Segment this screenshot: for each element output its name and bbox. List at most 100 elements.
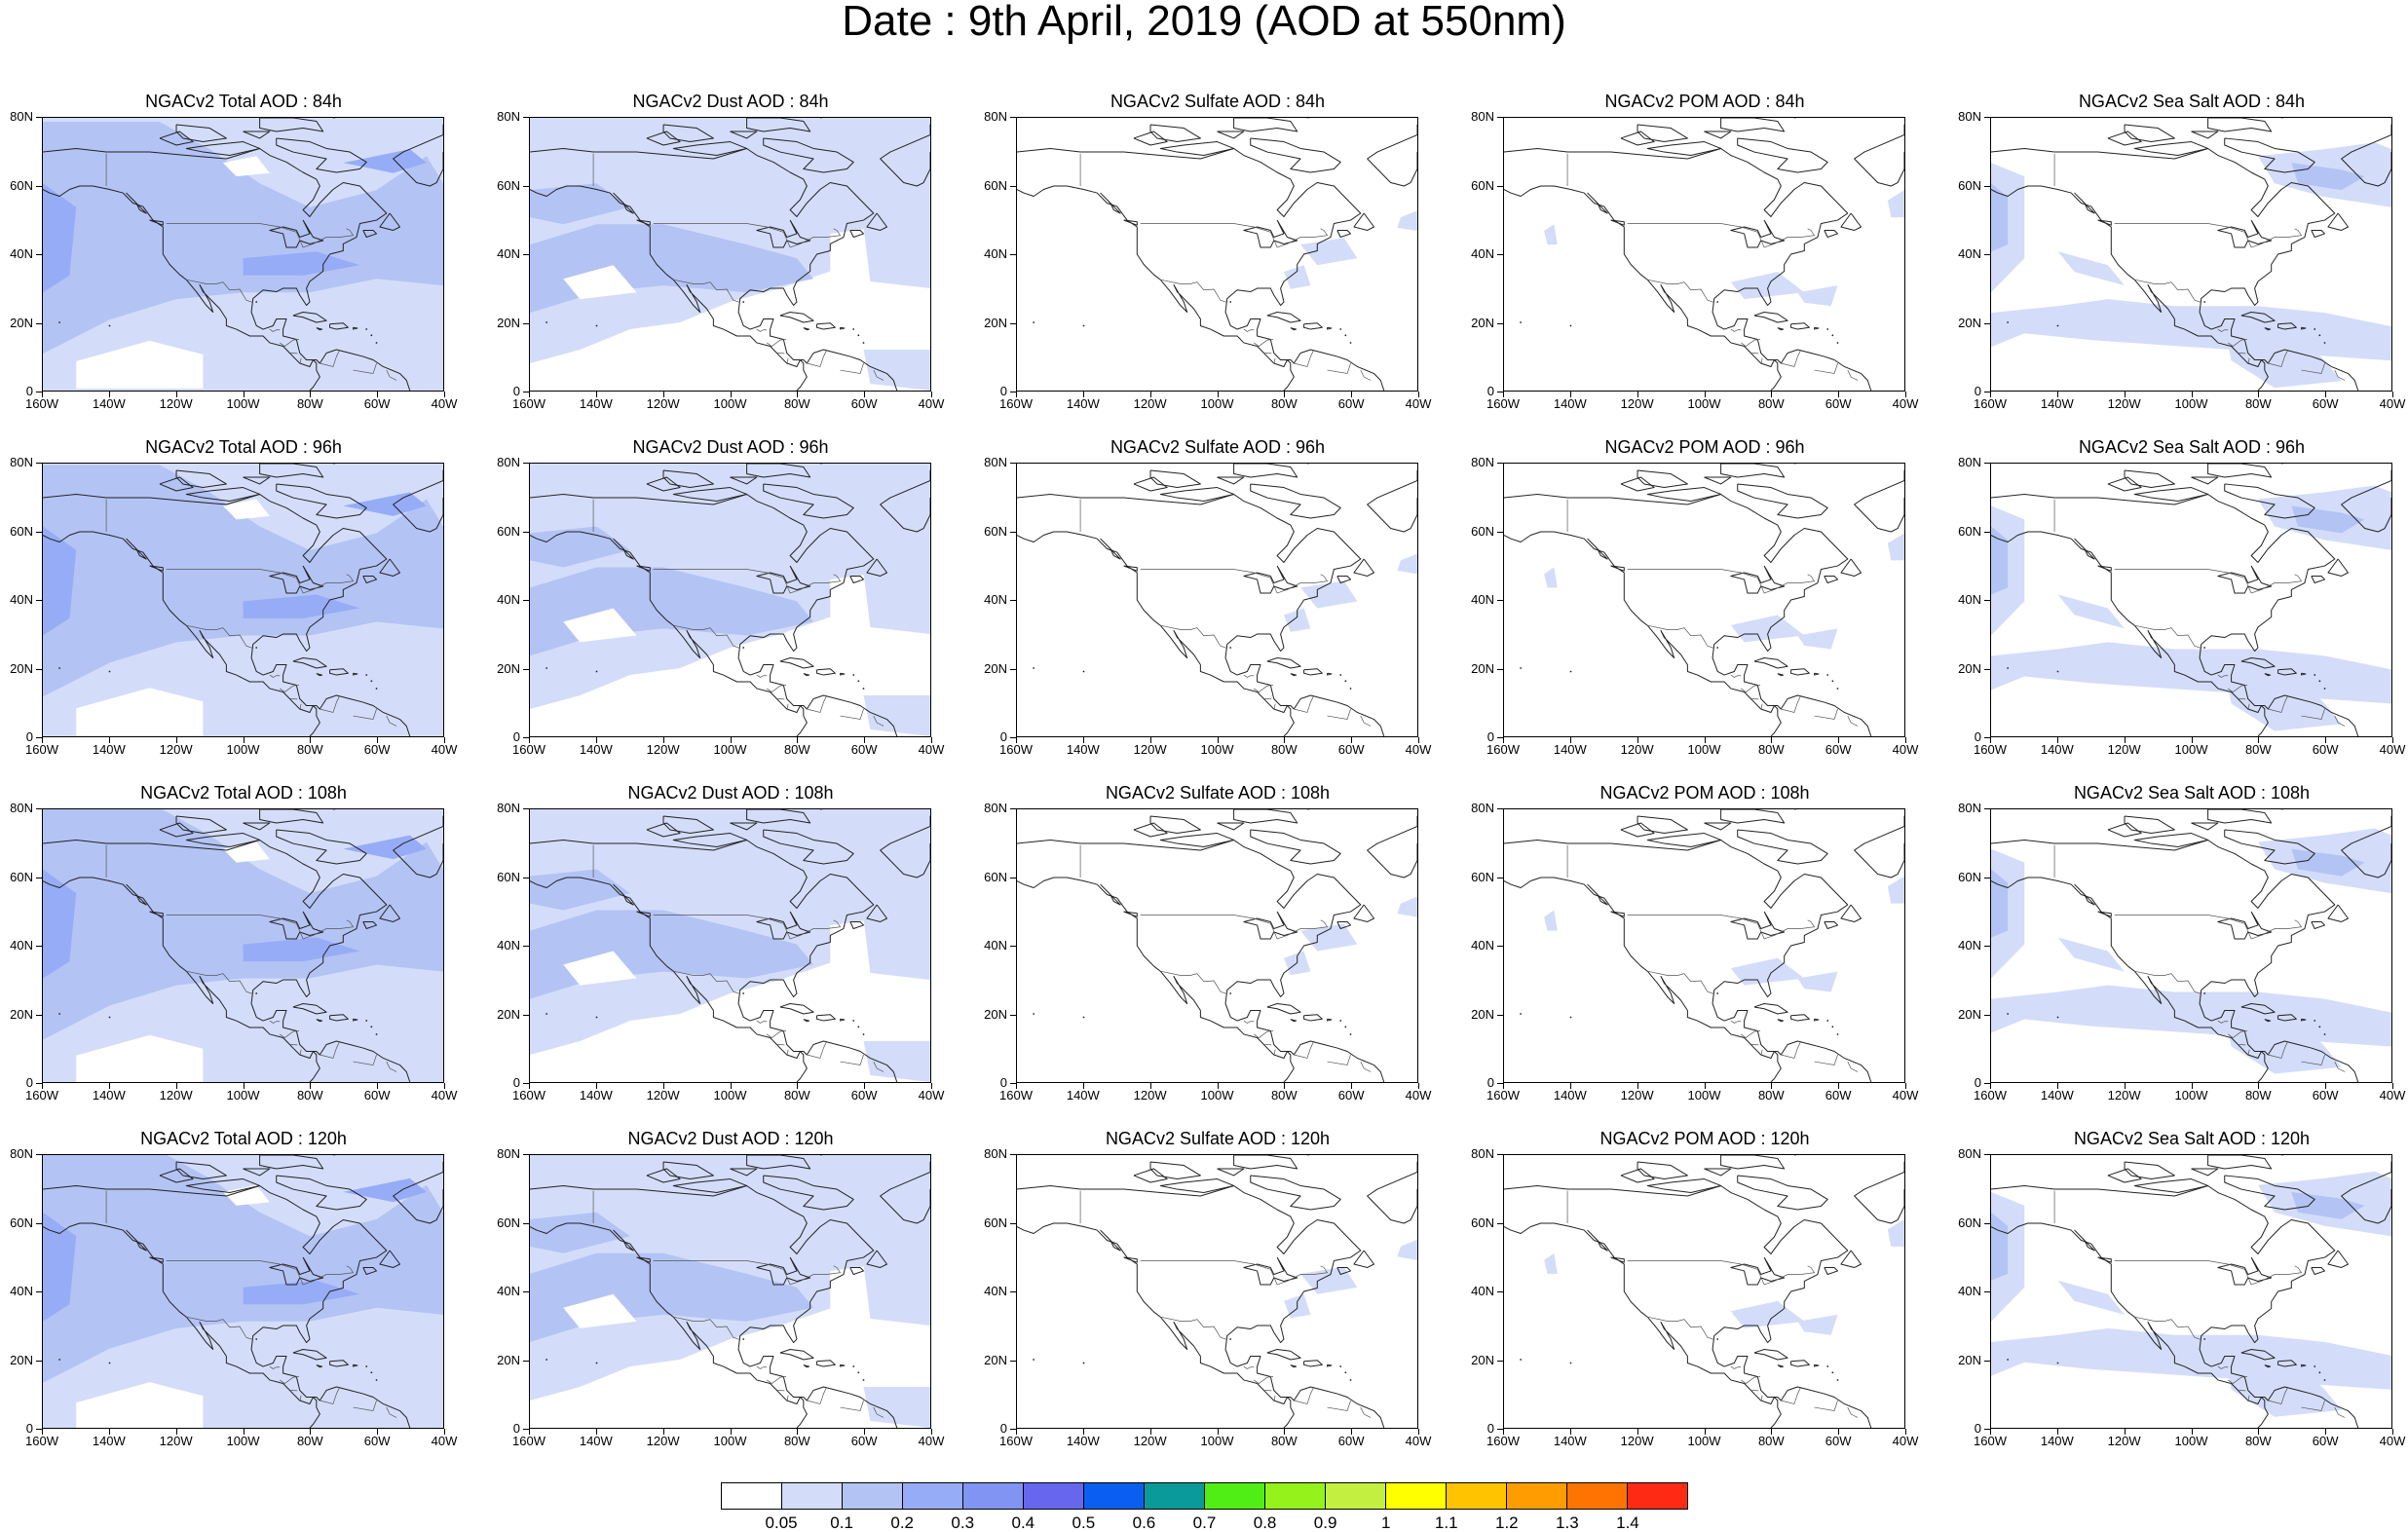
- longitude-tick: [1838, 1083, 1839, 1089]
- latitude-tick: [1984, 1015, 1990, 1016]
- latitude-tick-label: 60N: [974, 871, 1007, 884]
- panel-title: NGACv2 Sea Salt AOD : 96h: [1987, 437, 2396, 457]
- longitude-tick: [444, 1429, 445, 1435]
- country-border: [2115, 1261, 2302, 1285]
- longitude-tick-label: 40W: [1881, 743, 1930, 757]
- longitude-tick: [663, 1429, 664, 1435]
- colorbar-label: 0.6: [1114, 1514, 1173, 1532]
- longitude-tick: [1705, 392, 1706, 397]
- longitude-tick: [2057, 737, 2058, 743]
- coastline: [2075, 539, 2095, 559]
- longitude-tick-label: 160W: [992, 1435, 1040, 1448]
- longitude-tick: [1016, 1083, 1017, 1089]
- map-plot-area: [1503, 463, 1905, 737]
- longitude-tick-label: 140W: [1059, 1435, 1108, 1448]
- country-border: [1244, 1021, 1254, 1023]
- island: [1831, 1371, 1833, 1373]
- colorbar-label: 0.05: [752, 1514, 810, 1532]
- longitude-tick-label: 160W: [505, 743, 553, 757]
- longitude-tick: [244, 737, 245, 743]
- island: [1716, 647, 1718, 649]
- coastline: [804, 1365, 809, 1367]
- map-plot-area: [42, 463, 444, 737]
- aod-shading: [2057, 938, 2125, 972]
- coastline: [1234, 464, 1298, 477]
- island: [2314, 674, 2315, 676]
- aod-map: [1991, 809, 2391, 1082]
- coastline: [1637, 470, 1687, 487]
- longitude-tick: [731, 737, 732, 743]
- colorbar-label: 1.1: [1417, 1514, 1476, 1532]
- colorbar-label: 0.8: [1236, 1514, 1295, 1532]
- latitude-tick-label: 80N: [0, 456, 33, 469]
- longitude-tick-label: 160W: [1479, 1435, 1527, 1448]
- latitude-tick: [523, 1291, 529, 1292]
- latitude-tick-label: 80N: [1461, 110, 1494, 124]
- country-border: [841, 1401, 864, 1411]
- coastline: [2125, 1162, 2174, 1178]
- longitude-tick: [1351, 1083, 1352, 1089]
- longitude-tick: [176, 392, 177, 397]
- coastline: [804, 1020, 809, 1022]
- colorbar-label: 0.5: [1054, 1514, 1112, 1532]
- longitude-tick: [1218, 737, 1219, 743]
- coastline: [1738, 484, 1827, 518]
- longitude-tick-label: 60W: [1814, 1089, 1862, 1102]
- latitude-tick: [1984, 1361, 1990, 1362]
- latitude-tick-label: 40N: [1461, 247, 1494, 261]
- latitude-tick-label: 40N: [974, 593, 1007, 607]
- panel-title: NGACv2 Sulfate AOD : 84h: [1013, 92, 1422, 111]
- longitude-tick-label: 100W: [219, 397, 268, 411]
- coastline: [2098, 912, 2112, 916]
- island: [852, 328, 854, 330]
- map-plot-area: [1503, 1154, 1905, 1429]
- longitude-tick-label: 40W: [2368, 743, 2408, 757]
- longitude-tick-label: 60W: [353, 1435, 401, 1448]
- latitude-tick: [36, 532, 42, 533]
- longitude-tick: [176, 1429, 177, 1435]
- latitude-tick: [1984, 669, 1990, 670]
- longitude-tick: [1418, 737, 1419, 743]
- latitude-tick: [523, 946, 529, 947]
- coastline: [1291, 1365, 1297, 1367]
- colorbar-swatch: [843, 1483, 903, 1509]
- latitude-tick: [523, 669, 529, 670]
- longitude-tick-label: 140W: [1546, 743, 1595, 757]
- longitude-tick-label: 160W: [992, 743, 1040, 757]
- coastline: [780, 312, 813, 322]
- island: [2318, 680, 2320, 682]
- country-border: [1628, 1261, 1815, 1285]
- coastline: [1647, 142, 1720, 156]
- latitude-tick-label: 20N: [1461, 662, 1494, 676]
- longitude-tick: [2392, 737, 2393, 743]
- latitude-tick-label: 40N: [0, 593, 33, 607]
- aod-shading: [1888, 877, 1904, 904]
- country-border: [1731, 675, 1741, 677]
- island: [1033, 667, 1035, 669]
- coastline: [1815, 1019, 1819, 1021]
- latitude-tick-label: 40N: [974, 939, 1007, 953]
- longitude-tick: [377, 1083, 378, 1089]
- latitude-tick-label: 40N: [1461, 939, 1494, 953]
- latitude-tick: [1497, 669, 1503, 670]
- coastline: [1234, 1155, 1298, 1169]
- longitude-tick: [731, 1083, 732, 1089]
- country-border: [1274, 1050, 1275, 1055]
- country-border: [1328, 1055, 1351, 1065]
- coastline: [1791, 1015, 1810, 1021]
- longitude-tick: [864, 1083, 865, 1089]
- island: [852, 674, 854, 676]
- island: [857, 1371, 859, 1373]
- longitude-tick: [109, 737, 110, 743]
- colorbar-swatch: [1628, 1483, 1687, 1509]
- coastline: [1588, 193, 1608, 213]
- aod-map: [1504, 1155, 1904, 1428]
- coastline: [1621, 477, 1654, 491]
- longitude-tick-label: 60W: [2301, 1089, 2350, 1102]
- country-border: [767, 1030, 786, 1037]
- longitude-tick: [42, 1429, 43, 1435]
- map-plot-area: [529, 117, 931, 392]
- country-border: [787, 1050, 788, 1055]
- latitude-tick-label: 40N: [487, 593, 520, 607]
- aod-map: [530, 809, 930, 1082]
